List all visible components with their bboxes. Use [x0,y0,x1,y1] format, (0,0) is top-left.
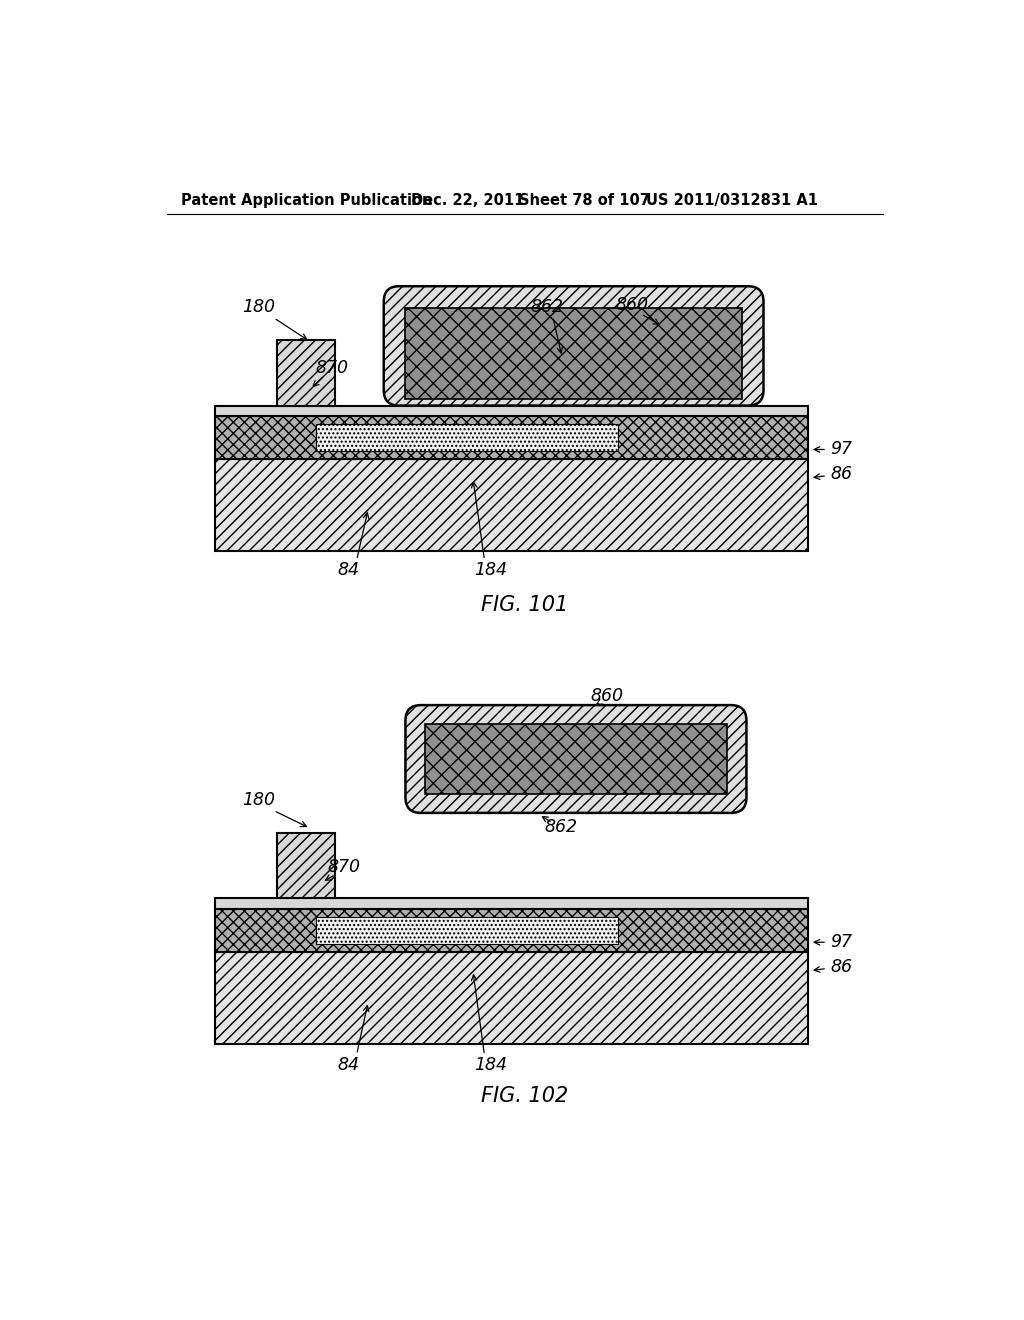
Text: 862: 862 [530,298,563,315]
Bar [215,416,809,459]
Bar [215,952,809,1044]
Text: 860: 860 [591,686,624,705]
Bar [215,899,809,909]
Bar [315,917,617,944]
Bar [215,909,809,952]
Bar [406,308,741,400]
Bar [215,405,809,416]
Bar [315,424,617,451]
FancyBboxPatch shape [384,286,764,405]
Text: 86: 86 [830,958,852,975]
Text: 84: 84 [338,1056,359,1074]
Text: US 2011/0312831 A1: US 2011/0312831 A1 [646,193,818,209]
Text: 184: 184 [474,1056,507,1074]
Bar [276,833,335,899]
Text: Patent Application Publication: Patent Application Publication [180,193,432,209]
Text: 180: 180 [242,298,274,315]
Text: FIG. 101: FIG. 101 [481,595,568,615]
Text: FIG. 102: FIG. 102 [481,1086,568,1106]
Text: 97: 97 [830,933,852,952]
Text: 862: 862 [544,818,577,836]
Text: 180: 180 [242,791,274,809]
Text: 86: 86 [830,465,852,483]
Text: 84: 84 [338,561,359,579]
Text: Dec. 22, 2011: Dec. 22, 2011 [411,193,524,209]
Bar [425,725,727,793]
Text: 870: 870 [315,359,348,376]
Bar [276,341,335,405]
Text: Sheet 78 of 107: Sheet 78 of 107 [519,193,650,209]
Text: 860: 860 [615,296,648,314]
Text: 184: 184 [474,561,507,579]
Bar [215,459,809,552]
Text: 870: 870 [327,858,360,875]
FancyBboxPatch shape [406,705,746,813]
Text: 97: 97 [830,441,852,458]
